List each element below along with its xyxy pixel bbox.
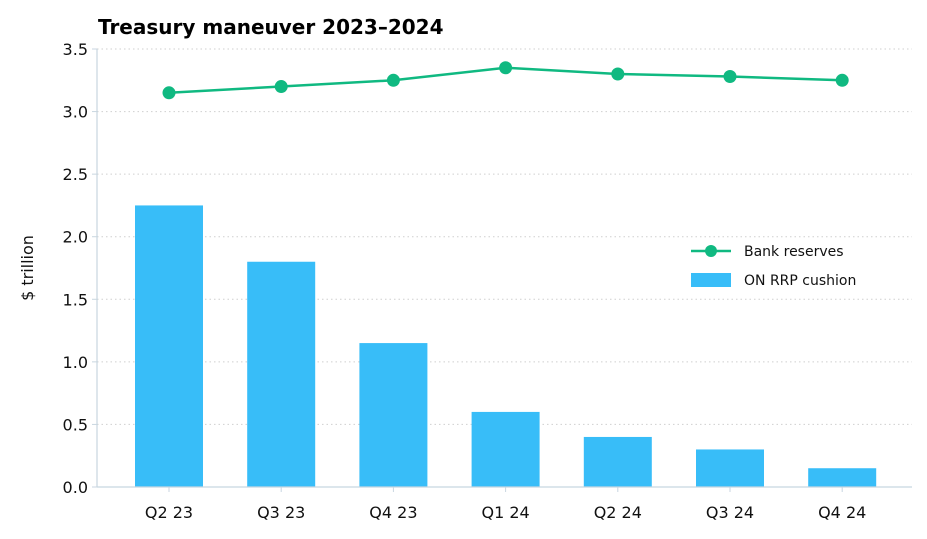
chart-title: Treasury maneuver 2023–2024: [98, 15, 444, 39]
legend-bar-swatch: [691, 273, 731, 287]
x-tick-label: Q1 24: [481, 503, 529, 522]
y-tick-label: 2.0: [63, 228, 88, 247]
x-tick-label: Q3 23: [257, 503, 305, 522]
y-tick-label: 0.0: [63, 478, 88, 497]
x-tick-labels: Q2 23 Q3 23 Q4 23 Q1 24 Q2 24 Q3 24 Q4 24: [145, 487, 866, 522]
legend: Bank reserves ON RRP cushion: [691, 244, 856, 289]
y-axis-label: $ trillion: [18, 235, 37, 301]
line-point: [723, 70, 737, 84]
legend-line-marker: [705, 245, 717, 257]
legend-label-on-rrp-cushion: ON RRP cushion: [744, 273, 856, 289]
line-point: [386, 73, 400, 87]
bar: [808, 468, 877, 487]
x-tick-label: Q2 24: [594, 503, 642, 522]
y-tick-label: 0.5: [63, 415, 88, 434]
bar: [247, 261, 316, 487]
bar: [359, 343, 428, 487]
y-tick-label: 3.0: [63, 103, 88, 122]
y-tick-labels: 0.0 0.5 1.0 1.5 2.0 2.5 3.0 3.5: [63, 40, 88, 497]
bar: [471, 411, 540, 487]
bar: [583, 436, 652, 487]
y-tick-label: 1.0: [63, 353, 88, 372]
grid-lines: [92, 48, 912, 488]
line-point: [499, 61, 513, 75]
line-point: [274, 80, 288, 94]
y-tick-label: 3.5: [63, 40, 88, 59]
bar-series: [135, 205, 877, 487]
x-tick-label: Q2 23: [145, 503, 193, 522]
y-tick-label: 1.5: [63, 290, 88, 309]
line-point: [162, 86, 176, 100]
bar: [696, 449, 764, 487]
bar: [135, 205, 203, 487]
line-point: [611, 67, 625, 81]
line-series: [162, 61, 849, 100]
x-tick-label: Q3 24: [706, 503, 754, 522]
y-tick-label: 2.5: [63, 165, 88, 184]
line-point: [835, 73, 849, 87]
legend-label-bank-reserves: Bank reserves: [744, 244, 844, 260]
x-tick-label: Q4 24: [818, 503, 866, 522]
x-tick-label: Q4 23: [369, 503, 417, 522]
axes: [96, 49, 912, 488]
